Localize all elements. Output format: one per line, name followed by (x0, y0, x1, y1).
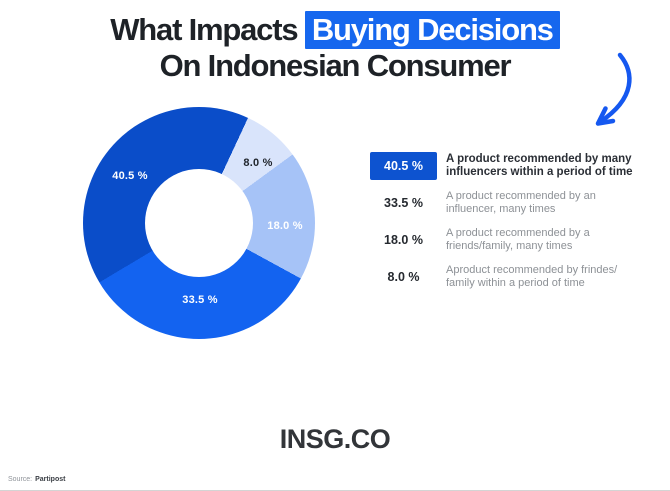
brand-logo: INSG.CO (279, 424, 391, 454)
curved-arrow-icon (578, 50, 642, 134)
legend-description: A product recommended by a friends/famil… (446, 227, 590, 252)
source-value: Partipost (35, 476, 66, 483)
legend-percent: 18.0 % (384, 233, 423, 247)
legend-description: Aproduct recommended by frindes/ family … (446, 264, 618, 289)
legend-row: 18.0 % A product recommended by a friend… (370, 226, 662, 254)
title-prefix: What Impacts (110, 12, 298, 47)
legend-row: 8.0 % Aproduct recommended by frindes/ f… (370, 263, 662, 291)
source-line: Source: Partipost (8, 476, 65, 483)
donut-hole (145, 169, 253, 277)
donut-chart: 40.5 % 33.5 % 18.0 % 8.0 % (83, 107, 315, 339)
slice-label: 8.0 % (243, 157, 273, 169)
title-line2: On Indonesian Consumer (159, 48, 512, 83)
slice-label: 18.0 % (267, 220, 303, 232)
title-highlight: Buying Decisions (304, 11, 560, 49)
legend: 40.5 % A product recommended by many inf… (370, 152, 662, 291)
source-label: Source: (8, 476, 33, 483)
legend-description: A product recommended by an influencer, … (446, 190, 596, 215)
legend-percent-badge: 40.5 % (370, 152, 437, 180)
legend-row: 40.5 % A product recommended by many inf… (370, 152, 662, 180)
slice-label: 33.5 % (182, 294, 218, 306)
legend-row: 33.5 % A product recommended by an influ… (370, 189, 662, 217)
legend-percent: 33.5 % (384, 196, 423, 210)
legend-description: A product recommended by many influencer… (446, 153, 633, 178)
page-title: What Impacts Buying Decisions On Indones… (0, 11, 670, 84)
slice-label: 40.5 % (112, 170, 148, 182)
legend-percent: 8.0 % (387, 270, 420, 284)
